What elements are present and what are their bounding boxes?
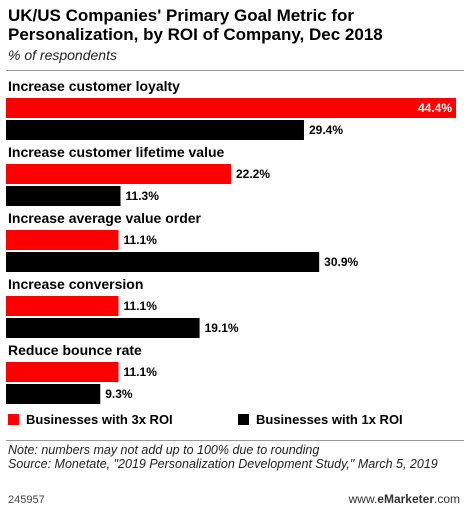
legend: Businesses with 3x ROI Businesses with 1… [8,412,464,432]
category-label: Increase conversion [8,276,143,292]
legend-label-1x-roi: Businesses with 1x ROI [256,412,403,427]
legend-item-3x-roi: Businesses with 3x ROI [8,412,173,427]
category-label: Increase average value order [8,210,202,226]
bar [6,296,119,316]
notes: Note: numbers may not add up to 100% due… [8,443,464,471]
legend-label-3x-roi: Businesses with 3x ROI [26,412,173,427]
bar [6,318,200,338]
data-label: 11.1% [124,365,158,379]
chart-title: UK/US Companies' Primary Goal Metric for… [8,6,383,44]
brand-name: eMarketer [377,492,434,506]
source-text: Source: Monetate, "2019 Personalization … [8,457,438,471]
bar [6,164,231,184]
top-divider [6,70,464,71]
bar [6,230,119,250]
bar [6,186,121,206]
category-label: Reduce bounce rate [8,342,142,358]
data-label: 22.2% [236,167,270,181]
bar [6,362,119,382]
category-label: Increase customer lifetime value [8,144,225,160]
note-text: Note: numbers may not add up to 100% due… [8,443,320,457]
data-label: 9.3% [105,387,133,401]
data-label: 11.1% [124,299,158,313]
bar [6,120,304,140]
brand-link[interactable]: www.eMarketer.com [349,492,460,506]
data-label: 11.3% [126,189,160,203]
chart-id: 245957 [8,494,45,506]
bar-chart: Increase customer loyalty 44.4% 29.4% Incre… [6,78,456,404]
data-label: 11.1% [124,233,158,247]
data-label: 29.4% [309,123,343,137]
data-label: 44.4% [418,101,452,115]
legend-swatch-1x-roi [238,414,249,425]
bar [6,98,456,118]
data-label: 19.1% [205,321,239,335]
chart-subtitle: % of respondents [8,47,117,63]
bar [6,384,101,404]
brand-prefix: www. [348,492,378,506]
bar [6,252,320,272]
legend-swatch-3x-roi [8,414,19,425]
legend-item-1x-roi: Businesses with 1x ROI [238,412,403,427]
category-label: Increase customer loyalty [8,78,180,94]
brand-suffix: .com [433,492,460,506]
data-label: 30.9% [324,255,358,269]
bottom-divider [6,440,464,441]
